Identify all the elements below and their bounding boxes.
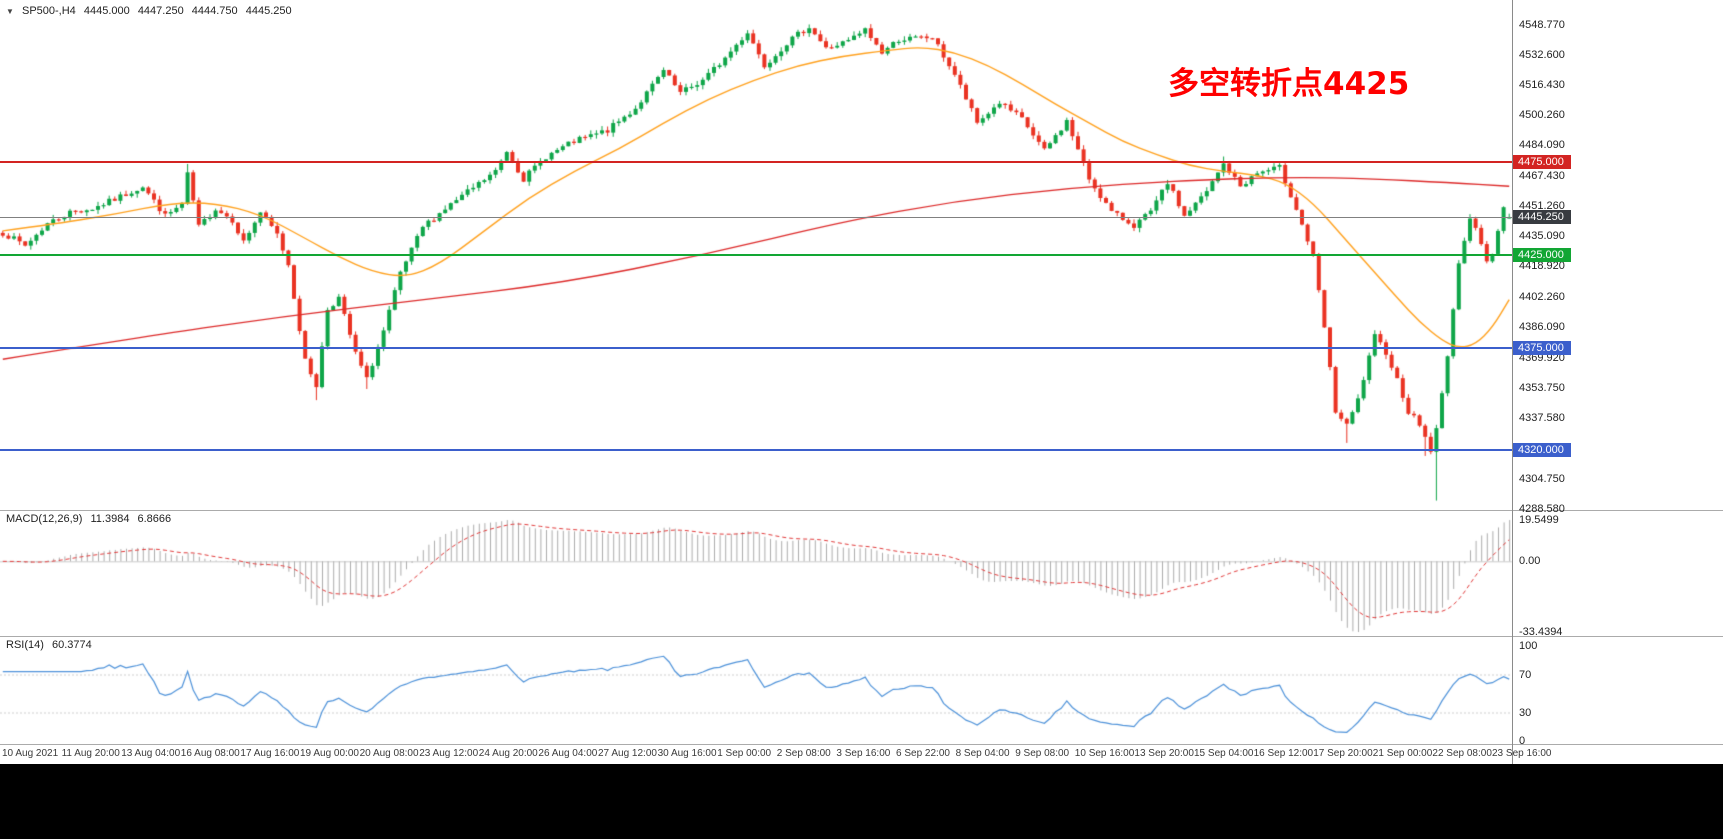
ohlc-open: 4445.000 xyxy=(83,5,130,17)
macd-indicator-readout: MACD(12,26,9) 11.3984 6.8666 xyxy=(6,513,176,525)
time-scale-label: 6 Sep 22:00 xyxy=(896,748,950,759)
time-scale-label: 17 Aug 16:00 xyxy=(240,748,300,759)
level-price-badge: 4320.000 xyxy=(1513,443,1571,458)
horizontal-level-line[interactable] xyxy=(0,347,1512,350)
time-scale-label: 10 Sep 16:00 xyxy=(1074,748,1135,759)
price-scale-label: 4516.430 xyxy=(1519,79,1565,92)
current-price-line xyxy=(0,217,1512,219)
time-scale-label: 20 Aug 08:00 xyxy=(359,748,419,759)
level-price-badge: 4375.000 xyxy=(1513,341,1571,356)
chart-annotation-text[interactable]: 多空转折点4425 xyxy=(1168,66,1410,102)
time-scale-label: 16 Sep 12:00 xyxy=(1253,748,1314,759)
time-scale-label: 27 Aug 12:00 xyxy=(598,748,657,759)
horizontal-level-line[interactable] xyxy=(0,254,1512,257)
price-scale-label: 4484.090 xyxy=(1519,139,1565,152)
ohlc-high: 4447.250 xyxy=(137,5,184,17)
price-scale-label: 4337.580 xyxy=(1519,411,1565,424)
price-scale-label: 4418.920 xyxy=(1519,260,1565,273)
time-scale-label: 30 Aug 16:00 xyxy=(657,748,717,759)
price-scale-label: 4467.430 xyxy=(1519,170,1565,183)
rsi-scale-label: 30 xyxy=(1519,706,1532,719)
symbol-period-label: SP500-,H4 xyxy=(21,5,76,17)
time-scale-label: 19 Aug 00:00 xyxy=(300,748,359,759)
macd-scale-label: -33.4394 xyxy=(1519,626,1563,638)
time-scale-label: 2 Sep 08:00 xyxy=(776,748,831,759)
price-scale-label: 4386.090 xyxy=(1519,321,1565,334)
ohlc-close: 4445.250 xyxy=(245,5,292,17)
panel-separator-rsi[interactable] xyxy=(0,636,1723,637)
time-scale-label: 9 Sep 08:00 xyxy=(1015,748,1070,759)
horizontal-level-line[interactable] xyxy=(0,449,1512,452)
macd-scale-label: 0.00 xyxy=(1519,555,1541,568)
rsi-scale-label: 0 xyxy=(1519,735,1526,747)
price-scale-label: 4304.750 xyxy=(1519,472,1565,485)
price-scale-label: 4435.090 xyxy=(1519,230,1565,243)
horizontal-level-line[interactable] xyxy=(0,161,1512,164)
time-scale-label: 26 Aug 04:00 xyxy=(538,748,598,759)
one-click-trading-icon[interactable]: ▼ xyxy=(6,7,14,16)
price-scale-label: 4402.260 xyxy=(1519,291,1565,304)
panel-separator-macd[interactable] xyxy=(0,510,1723,511)
level-price-badge: 4425.000 xyxy=(1513,248,1571,263)
time-scale-label: 1 Sep 00:00 xyxy=(717,748,772,759)
macd-signal-value: 6.8666 xyxy=(137,513,172,525)
time-scale-label: 23 Sep 16:00 xyxy=(1492,748,1552,759)
time-scale-label: 24 Aug 20:00 xyxy=(478,748,538,759)
rsi-scale-label: 70 xyxy=(1519,668,1532,681)
panel-separator-timescale xyxy=(0,744,1723,745)
price-scale-border xyxy=(1512,0,1513,764)
time-scale-label: 11 Aug 20:00 xyxy=(61,748,120,759)
time-scale-label: 22 Sep 08:00 xyxy=(1432,748,1492,759)
price-scale-label: 4500.260 xyxy=(1519,109,1565,122)
price-scale-label: 4451.260 xyxy=(1519,200,1565,213)
rsi-value: 60.3774 xyxy=(51,639,92,651)
time-scale-label: 13 Sep 20:00 xyxy=(1134,748,1194,759)
time-scale-label: 10 Aug 2021 xyxy=(2,748,59,759)
rsi-scale-label: 100 xyxy=(1519,640,1538,652)
time-scale-label: 13 Aug 04:00 xyxy=(121,748,181,759)
bottom-black-bar xyxy=(0,764,1723,839)
current-price-badge: 4445.250 xyxy=(1513,210,1571,225)
ohlc-low: 4444.750 xyxy=(191,5,238,17)
rsi-title: RSI(14) xyxy=(6,639,44,651)
price-scale-label: 4353.750 xyxy=(1519,381,1565,394)
macd-title: MACD(12,26,9) xyxy=(6,513,83,525)
price-scale-label: 4548.770 xyxy=(1519,18,1565,31)
macd-scale-label: 19.5499 xyxy=(1519,514,1559,526)
level-price-badge: 4475.000 xyxy=(1513,155,1571,170)
time-scale-label: 23 Aug 12:00 xyxy=(419,748,479,759)
time-scale-label: 15 Sep 04:00 xyxy=(1194,748,1254,759)
time-scale-label: 17 Sep 20:00 xyxy=(1313,748,1373,759)
time-scale-label: 21 Sep 00:00 xyxy=(1372,748,1433,759)
time-scale-label: 8 Sep 04:00 xyxy=(955,748,1010,759)
price-scale-label: 4288.580 xyxy=(1519,502,1565,515)
time-scale-label: 3 Sep 16:00 xyxy=(836,748,891,759)
rsi-indicator-readout: RSI(14) 60.3774 xyxy=(6,639,97,651)
macd-main-value: 11.3984 xyxy=(90,513,130,525)
time-scale-label: 16 Aug 08:00 xyxy=(180,748,240,759)
chart-ohlc-readout: ▼ SP500-,H4 4445.000 4447.250 4444.750 4… xyxy=(6,5,297,17)
price-scale-label: 4532.600 xyxy=(1519,48,1565,61)
